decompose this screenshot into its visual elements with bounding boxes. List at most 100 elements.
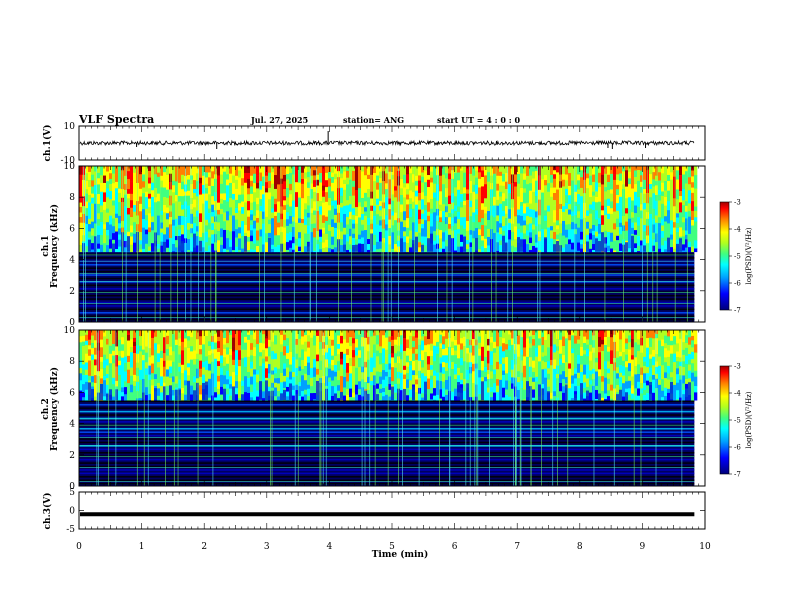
sp1-spectrum-cell (637, 230, 641, 237)
sp2-spectrum-cell (307, 341, 311, 348)
sp2-spectrum-cell (247, 362, 251, 373)
sp1-spectrum-cell (529, 203, 533, 210)
sp1-spectrum-cell (664, 205, 668, 213)
sp1-spectrum-cell (550, 174, 554, 184)
sp1-spectrum-cell (562, 211, 566, 222)
sp1-spectrum-cell (469, 224, 473, 231)
sp2-spectrum-cell (199, 394, 203, 400)
sp2-spectrum-cell (208, 346, 212, 352)
sp2-spectrum-cell (229, 376, 233, 385)
sp1-spectrum-cell (430, 171, 434, 178)
sp2-spectrum-cell (124, 330, 128, 341)
sp1-spectrum-cell (148, 198, 152, 208)
sp1-spectrum-cell (118, 202, 122, 210)
sp1-spectrum-cell (172, 203, 176, 213)
sp2-spectrum-cell (469, 330, 473, 341)
sp2-spectrum-cell (286, 345, 290, 354)
sp2-spectrum-cell (505, 330, 509, 336)
sp1-spectrum-cell (568, 239, 572, 245)
sp1-spectrum-cell (640, 204, 644, 211)
sp2-spectrum-cell (508, 396, 512, 401)
sp1-spectrum-cell (130, 200, 134, 209)
sp1-spectrum-cell (466, 199, 470, 207)
sp1-spectrum-cell (175, 240, 179, 248)
sp2-spectrum-cell (139, 351, 143, 361)
sp1-spectrum-cell (574, 201, 578, 207)
sp2-spectrum-cell (160, 392, 164, 401)
sp1-spectrum-cell (532, 166, 536, 172)
sp2-spectrum-cell (253, 360, 257, 370)
sp1-spectrum-cell (223, 193, 227, 201)
sp2-spectrum-cell (142, 340, 146, 350)
sp1-spectrum-cell (112, 200, 116, 206)
sp1-spectrum-cell (268, 187, 272, 193)
sp1-spectrum-cell (355, 190, 359, 198)
sp1-spectrum-cell (625, 213, 629, 222)
sp1-spectrum-cell (292, 193, 296, 201)
sp1-spectrum-cell (421, 236, 425, 244)
sp1-spectrum-cell (553, 222, 557, 233)
sp1-spectrum-cell (178, 188, 182, 197)
sp1-spectrum-cell (685, 205, 689, 213)
sp2-spectrum-cell (166, 395, 170, 401)
sp1-spectrum-cell (241, 178, 245, 186)
sp1-spectrum-cell (196, 221, 200, 227)
sp1-spectrum-cell (514, 239, 518, 248)
sp2-spectrum-cell (379, 399, 383, 401)
sp2-spectrum-cell (535, 330, 539, 339)
sp1-spectrum-cell (682, 174, 686, 185)
sp2-spectrum-cell (304, 373, 308, 381)
sp1-spectrum-cell (658, 244, 662, 250)
sp1-spectrum-cell (544, 220, 548, 230)
sp1-spectrum-cell (682, 205, 686, 212)
sp2-spectrum-cell (274, 378, 278, 384)
sp2-spectrum-cell (274, 387, 278, 397)
sp1-spectrum-cell (550, 196, 554, 204)
sp2-spectrum-cell (277, 330, 281, 338)
sp1-spectrum-cell (373, 240, 377, 246)
sp1-spectrum-cell (442, 198, 446, 205)
sp1-spectrum-cell (181, 209, 185, 217)
sp2-spectrum-cell (286, 367, 290, 378)
sp2-spectrum-cell (511, 369, 515, 378)
sp1-spectrum-cell (97, 178, 101, 185)
sp1-spectrum-cell (691, 225, 695, 233)
sp2-dip (403, 388, 406, 401)
sp1-spectrum-cell (628, 224, 632, 231)
sp2-spectrum-cell (112, 377, 116, 385)
sp1-spectrum-cell (283, 219, 287, 228)
sp2-spectrum-cell (193, 371, 197, 377)
sp2-spectrum-cell (358, 367, 362, 375)
sp1-spectrum-cell (217, 214, 221, 223)
sp1-spectrum-cell (643, 239, 647, 250)
sp1-spectrum-cell (250, 224, 254, 231)
sp1-spectrum-cell (625, 230, 629, 237)
sp2-spectrum-cell (184, 364, 188, 371)
sp1-spectrum-cell (562, 196, 566, 207)
sp1-spectrum-cell (610, 183, 614, 190)
sp1-spectrum-cell (682, 222, 686, 231)
sp1-spectrum-cell (415, 185, 419, 192)
sp1-spectrum-cell (391, 240, 395, 250)
sp2-spectrum-cell (493, 398, 497, 401)
sp1-spectrum-cell (91, 235, 95, 244)
sp2-spectrum-cell (295, 330, 299, 340)
sp1-spectrum-cell (460, 217, 464, 226)
sp1-spectrum-cell (301, 227, 305, 237)
sp2-spectrum-cell (382, 363, 386, 371)
sp1-spectrum-cell (175, 195, 179, 202)
sp1-spectrum-cell (373, 227, 377, 236)
sp2-spectrum-cell (535, 386, 539, 397)
sp1-spectrum-cell (409, 209, 413, 218)
sp2-spectrum-cell (481, 336, 485, 348)
sp2-spectrum-cell (100, 378, 104, 385)
sp1-spectrum-cell (175, 236, 179, 241)
sp2-spectrum-cell (268, 346, 272, 357)
sp2-spectrum-cell (103, 342, 107, 350)
sp2-spectrum-cell (121, 396, 125, 401)
sp1-spectrum-cell (634, 243, 638, 249)
sp1-spectrum-cell (685, 226, 689, 231)
sp1-spectrum-cell (610, 189, 614, 194)
sp1-spectrum-cell (199, 183, 203, 189)
sp1-band-stripe (79, 277, 695, 280)
